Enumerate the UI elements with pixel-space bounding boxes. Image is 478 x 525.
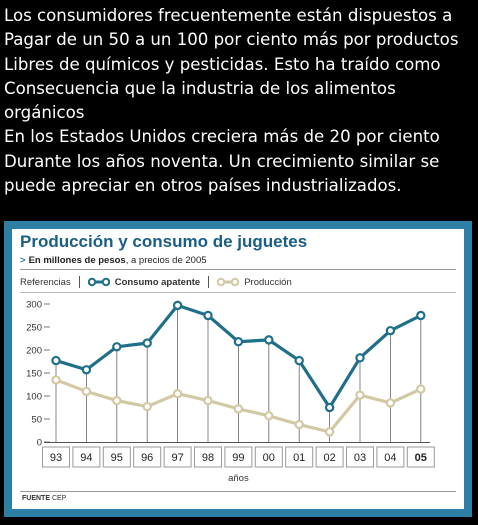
series-consumo-point [81, 365, 92, 375]
subtitle-unit: En millones de pesos [28, 255, 126, 266]
series-consumo-point [264, 335, 274, 345]
caption-line: Libres de químicos y pesticidas. Esto ha… [4, 54, 441, 74]
x-tick-label: 01 [293, 452, 305, 464]
legend-separator [208, 276, 210, 288]
series-produccion-point [385, 398, 396, 408]
y-tick-label: 100 [26, 392, 42, 403]
x-tick-label: 94 [80, 452, 92, 464]
x-tick-label: 03 [354, 452, 366, 464]
series-produccion-point [264, 411, 274, 421]
series-produccion-point [294, 419, 304, 430]
series-consumo-point [355, 353, 365, 363]
legend-swatch-consumo [87, 277, 110, 287]
x-tick-label: 99 [232, 452, 244, 464]
series-consumo-point [112, 342, 122, 352]
legend-separator [78, 276, 80, 288]
legend-entry-consumo: Consumo apatente [114, 276, 201, 288]
chart-title: Producción y consumo de juguetes [20, 232, 308, 251]
x-tick-label: 98 [202, 452, 214, 464]
series-consumo-point [142, 338, 152, 348]
legend-entry-produccion: Producción [244, 276, 292, 288]
series-produccion-point [324, 427, 335, 437]
caption-line: puede apreciar en otros países industria… [4, 176, 402, 196]
source-label: FUENTE [22, 495, 50, 502]
x-tick-label: 00 [263, 452, 275, 464]
x-tick-label: 93 [50, 452, 62, 464]
x-category-box [376, 446, 405, 468]
source-name: CEP [51, 495, 67, 502]
x-category-box [133, 446, 162, 468]
y-tick-label: 50 [31, 415, 42, 426]
caption-line: Durante los años noventa. Un crecimiento… [4, 151, 440, 171]
x-tick-label: 02 [323, 452, 335, 464]
series-produccion-point [416, 384, 426, 394]
x-tick-label: 05 [415, 452, 427, 464]
caption-line: Los consumidores frecuentemente están di… [4, 6, 453, 25]
subtitle-base-year: , a precios de 2005 [125, 255, 207, 266]
x-category-box [72, 446, 101, 468]
chart-legend: Referencias Consumo apatente Producción [20, 275, 292, 289]
legend-label: Referencias [20, 276, 71, 288]
x-category-box [346, 446, 374, 468]
series-produccion-point [172, 388, 183, 399]
series-produccion-point [203, 395, 213, 406]
series-produccion-point [51, 375, 61, 385]
y-tick-label: 0 [37, 438, 42, 449]
x-tick-label: 95 [111, 452, 123, 464]
legend-swatch-produccion [217, 277, 240, 287]
intro-paragraph: Los consumidores frecuentemente están di… [4, 4, 474, 198]
chart-source: FUENTE CEP [22, 495, 66, 502]
series-consumo-point [233, 337, 244, 347]
y-tick-label: 150 [26, 369, 42, 380]
y-tick-label: 250 [26, 323, 42, 334]
series-produccion-point [142, 401, 152, 412]
series-consumo-point [203, 310, 213, 321]
caption-line: En los Estados Unidos creciera más de 20… [4, 127, 440, 147]
series-consumo-point [172, 300, 183, 311]
caption-line: Pagar de un 50 a un 100 por ciento más p… [4, 30, 459, 50]
x-axis-label: años [228, 473, 249, 484]
series-consumo-point [294, 355, 304, 366]
series-consumo-point [324, 402, 335, 413]
series-produccion-point [355, 390, 365, 400]
chart-panel: Producción y consumo de juguetes > En mil… [12, 229, 464, 509]
header-divider [20, 269, 456, 270]
series-produccion-point [233, 404, 244, 414]
subtitle-arrow-icon: > [20, 255, 26, 266]
series-consumo-point [385, 325, 396, 336]
x-category-box [102, 446, 131, 468]
chart-subtitle: > En millones de pesos, a precios de 2005 [20, 255, 207, 266]
series-consumo-point [51, 355, 61, 366]
footer-divider [20, 491, 456, 492]
x-tick-label: 96 [141, 452, 153, 464]
y-tick-label: 300 [26, 300, 42, 311]
x-category-box [224, 446, 253, 468]
series-consumo-point [416, 310, 426, 321]
chart-card: Producción y consumo de juguetes > En mil… [4, 221, 472, 517]
x-category-box [254, 446, 283, 468]
series-produccion-point [112, 395, 122, 406]
legend-divider [20, 292, 456, 293]
x-category-box [315, 446, 344, 468]
x-category-box [406, 446, 435, 468]
x-tick-label: 97 [171, 452, 183, 464]
x-category-box [163, 446, 192, 468]
series-produccion-point [81, 386, 92, 397]
y-tick-label: 200 [26, 346, 42, 357]
caption-line: Consecuencia que la industria de los ali… [4, 78, 396, 123]
x-tick-label: 04 [384, 452, 396, 464]
x-category-box [194, 446, 222, 468]
x-category-box [42, 446, 70, 468]
x-category-box [285, 446, 314, 468]
